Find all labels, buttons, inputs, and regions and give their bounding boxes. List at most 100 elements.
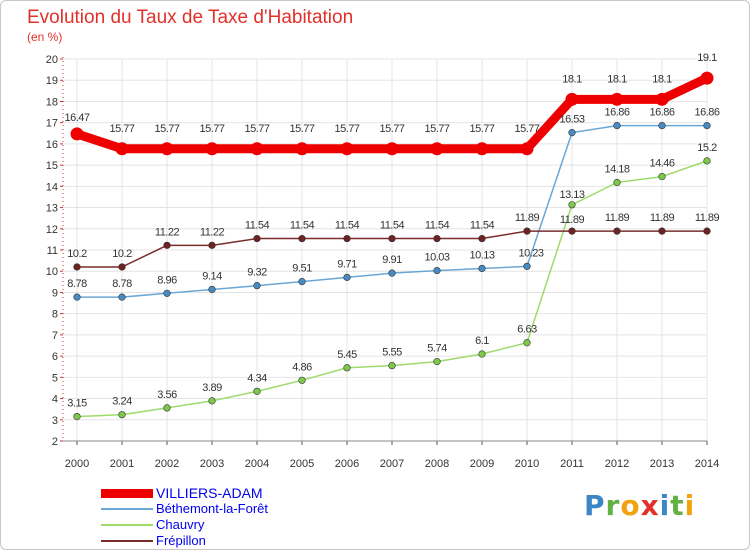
legend-label: Chauvry [156,517,205,532]
data-point-3 [118,263,126,271]
data-point-1 [253,282,261,290]
data-point-1 [433,266,441,275]
data-label-1: 16.86 [694,107,719,119]
data-point-3 [253,234,261,243]
y-tick-label: 3 [52,415,58,427]
data-label-1: 9.91 [382,254,402,266]
x-tick-label: 2014 [695,458,719,470]
data-label-2: 14.46 [649,158,674,170]
data-label-3: 11.54 [335,220,360,232]
data-label-3: 10.2 [67,248,87,260]
data-point-1 [208,285,216,294]
data-point-3 [73,263,81,271]
x-tick-label: 2004 [245,458,269,470]
data-point-2 [433,358,441,366]
data-label-2: 4.86 [292,361,312,373]
data-label-2: 6.63 [517,324,537,336]
data-label-1: 9.14 [202,270,222,282]
data-label-1: 16.86 [604,107,629,119]
data-point-3 [703,227,711,235]
data-point-3 [163,241,171,249]
data-label-2: 14.18 [604,164,629,176]
data-point-1 [73,293,81,301]
data-label-0: 15.77 [334,123,359,135]
x-tick-label: 2013 [650,458,674,470]
y-tick-label: 10 [46,266,58,278]
data-point-2 [208,397,216,405]
data-point-2 [253,387,261,395]
data-point-3 [478,234,486,243]
data-label-2: 3.15 [67,398,87,410]
data-point-0 [430,142,444,156]
data-point-2 [343,364,351,372]
data-point-3 [523,227,531,235]
axes-layer: 2 3 4 5 6 7 8 9 10 11 12 13 14 15 16 17 18 19 20 2000 2001 20… [46,54,719,470]
data-label-0: 15.77 [199,123,224,135]
data-label-3: 11.89 [650,212,675,224]
data-label-3: 11.54 [380,220,405,232]
data-label-3: 11.54 [425,220,450,232]
data-point-3 [568,227,576,235]
legend-label: Frépillon [156,533,206,548]
x-tick-label: 2012 [605,458,629,470]
y-tick-label: 15 [46,160,58,172]
data-point-1 [523,262,531,270]
data-point-0 [250,142,264,156]
data-point-2 [163,404,171,412]
data-label-0: 15.77 [244,123,269,135]
data-point-0 [520,142,534,156]
data-label-2: 4.34 [247,372,267,384]
data-point-3 [388,234,396,243]
y-tick-label: 8 [52,309,58,321]
data-label-0: 15.77 [109,123,134,135]
data-label-0: 16.47 [64,112,89,124]
data-point-1 [478,264,486,273]
data-point-2 [118,411,126,419]
y-tick-label: 14 [46,181,58,193]
data-label-3: 11.89 [695,212,720,224]
data-label-3: 11.54 [290,220,315,232]
x-tick-label: 2003 [200,458,224,470]
data-label-2: 13.13 [559,189,584,201]
x-tick-label: 2009 [470,458,494,470]
y-tick-label: 12 [46,224,58,236]
proxiti-logo: Proxiti [584,489,696,522]
data-label-3: 11.22 [155,226,180,238]
x-tick-label: 2006 [335,458,359,470]
data-point-2 [73,412,81,421]
data-point-1 [568,129,576,137]
series-layer [70,71,714,421]
data-label-1: 10.13 [469,249,494,261]
data-point-2 [478,350,486,358]
chart-title: Evolution du Taux de Taxe d'Habitation [27,7,354,28]
data-label-1: 9.32 [247,267,267,279]
y-tick-label: 13 [46,203,58,215]
data-point-0 [295,142,309,156]
y-tick-label: 11 [47,245,58,257]
data-label-1: 10.03 [424,252,449,264]
data-point-2 [388,362,396,370]
data-label-2: 3.89 [202,382,222,394]
data-point-0 [700,71,714,85]
data-point-2 [568,201,576,209]
x-tick-label: 2007 [380,458,404,470]
data-label-0: 15.77 [154,123,179,135]
data-label-0: 15.77 [289,123,314,135]
data-point-2 [613,178,621,187]
x-tick-label: 2000 [65,458,89,470]
data-label-3: 11.54 [245,220,270,232]
data-point-0 [610,92,624,106]
data-label-0: 18.1 [562,73,582,85]
data-label-1: 16.53 [559,114,584,126]
data-point-1 [613,122,621,130]
y-tick-label: 20 [46,54,58,66]
data-point-2 [703,157,711,165]
data-label-2: 3.24 [112,396,132,408]
data-label-1: 9.71 [337,258,357,270]
x-tick-label: 2001 [110,458,134,470]
data-labels-layer: 16.47 15.77 15.77 15.77 15.77 15.77 15.77 15.77… [64,52,720,410]
data-label-1: 9.51 [292,263,312,275]
data-label-2: 6.1 [475,335,489,347]
data-label-2: 5.45 [337,349,357,361]
